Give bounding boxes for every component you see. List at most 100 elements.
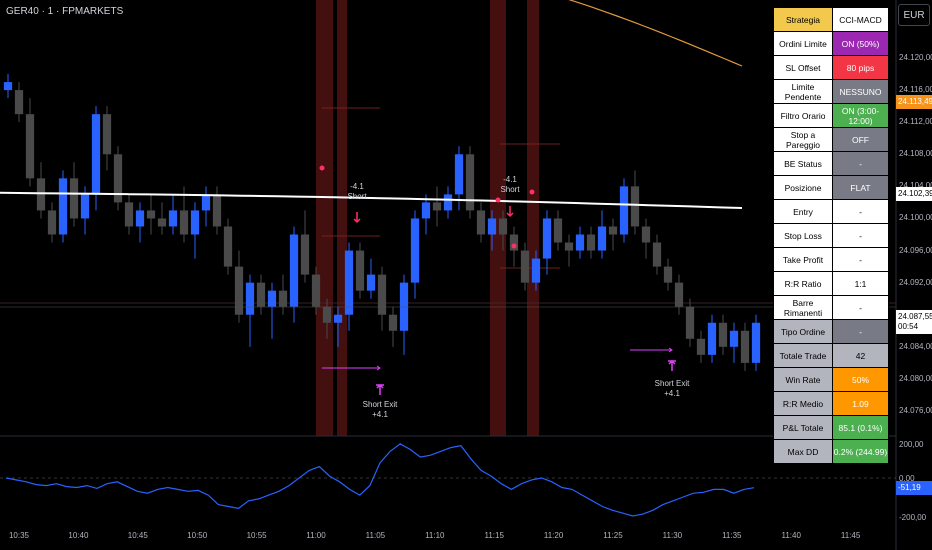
candle-body	[3, 82, 13, 91]
candle	[421, 194, 431, 235]
table-row: Strategia CCI-MACD	[773, 7, 889, 32]
candle-body	[575, 234, 585, 251]
candle-body	[718, 322, 728, 347]
candle	[487, 210, 497, 251]
annotation-sub: Short	[500, 185, 520, 194]
currency-button[interactable]: EUR	[898, 4, 930, 26]
table-value: 85.1 (0.1%)	[832, 415, 889, 440]
signal-dot	[319, 165, 325, 171]
table-value: FLAT	[832, 175, 889, 200]
time-tick-label: 10:35	[8, 531, 30, 540]
candle-body	[454, 154, 464, 195]
table-key: Tipo Ordine	[773, 319, 833, 344]
annotation-sub: +4.1	[664, 389, 680, 398]
candle-body	[729, 330, 739, 347]
table-key: Win Rate	[773, 367, 833, 392]
candle	[443, 186, 453, 219]
table-key: P&L Totale	[773, 415, 833, 440]
candle	[652, 234, 662, 275]
table-value: CCI-MACD	[832, 7, 889, 32]
candle-body	[377, 274, 387, 315]
candle	[256, 274, 266, 315]
candle-body	[168, 210, 178, 227]
candle	[355, 242, 365, 299]
candle-body	[245, 282, 255, 315]
annotation-sub: +4.1	[372, 410, 388, 419]
table-key: R:R Ratio	[773, 271, 833, 296]
candle	[597, 210, 607, 259]
table-row: R:R Medio 1.09	[773, 391, 889, 416]
table-value: NESSUNO	[832, 79, 889, 104]
trade-level-lines	[0, 107, 896, 369]
candle	[47, 202, 57, 243]
candle	[399, 274, 409, 355]
annotation-label: Short Exit	[654, 379, 690, 388]
candle	[696, 330, 706, 363]
annotation-label: Short Exit	[362, 400, 398, 409]
candle	[685, 298, 695, 347]
candle-body	[278, 290, 288, 307]
session-highlight-zones	[316, 0, 539, 436]
candle-body	[619, 186, 629, 235]
time-tick-label: 10:55	[246, 531, 267, 540]
price-tick-label: 24.080,00	[899, 373, 932, 383]
candle	[168, 194, 178, 235]
candle	[476, 202, 486, 243]
table-key: Max DD	[773, 439, 833, 464]
candle	[707, 314, 717, 363]
table-row: Limite Pendente NESSUNO	[773, 79, 889, 104]
candle-body	[740, 330, 750, 363]
signal-dot	[511, 243, 517, 249]
table-key: Totale Trade	[773, 343, 833, 368]
price-tick-label: 24.100,00	[899, 213, 932, 223]
candle-body	[179, 210, 189, 235]
time-tick-label: 11:00	[306, 531, 326, 540]
time-tick-label: 11:05	[365, 531, 386, 540]
candle-body	[157, 218, 167, 227]
table-row: Ordini Limite ON (50%)	[773, 31, 889, 56]
table-key: Posizione	[773, 175, 833, 200]
oscillator-tick-label: -200,00	[899, 513, 927, 522]
table-value: 50%	[832, 367, 889, 392]
candle	[14, 82, 24, 123]
table-value: 0.2% (244.99)	[832, 439, 889, 464]
table-row: R:R Ratio 1:1	[773, 271, 889, 296]
symbol-title[interactable]: GER40 · 1 · FPMARKETS	[6, 6, 124, 17]
candle	[344, 242, 354, 331]
signal-markers	[319, 165, 676, 395]
highlight-zone	[490, 0, 506, 436]
candle-body	[586, 234, 596, 251]
candle-body	[25, 114, 35, 179]
candle-body	[685, 306, 695, 339]
candle-body	[190, 210, 200, 235]
table-row: Barre Rimanenti -	[773, 295, 889, 320]
table-row: Stop Loss -	[773, 223, 889, 248]
table-row: P&L Totale 85.1 (0.1%)	[773, 415, 889, 440]
candle-body	[14, 90, 24, 115]
table-key: Stop Loss	[773, 223, 833, 248]
highlight-zone	[527, 0, 539, 436]
table-key: Entry	[773, 199, 833, 224]
time-tick-label: 11:20	[543, 531, 564, 540]
bar-countdown: 00:54	[898, 322, 919, 331]
price-tick-label: 24.112,00	[899, 117, 932, 127]
table-row: Posizione FLAT	[773, 175, 889, 200]
candle-body	[410, 218, 420, 283]
short-exit-marker	[668, 359, 676, 371]
short-exit-marker	[376, 383, 384, 395]
table-value: 80 pips	[832, 55, 889, 80]
table-row: BE Status -	[773, 151, 889, 176]
annotation-label: -4.1	[503, 175, 517, 184]
candle-body	[201, 194, 211, 211]
ema-fast-price-badge: 24.102,39	[896, 187, 932, 201]
candle-body	[300, 234, 310, 275]
candle	[333, 306, 343, 347]
price-tick-label: 24.104,00	[899, 181, 932, 191]
candle	[432, 186, 442, 227]
time-tick-label: 11:15	[484, 531, 504, 540]
candle-body	[146, 210, 156, 219]
candle-body	[531, 258, 541, 283]
time-tick-label: 11:45	[840, 531, 861, 540]
candle-body	[608, 226, 618, 235]
